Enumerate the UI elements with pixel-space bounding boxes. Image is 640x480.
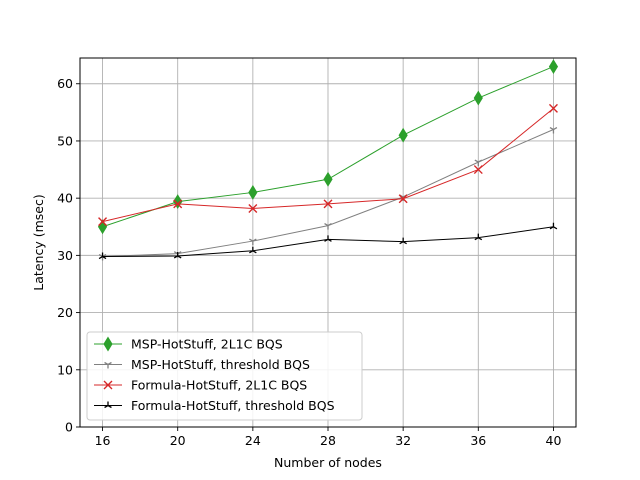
data-point — [398, 127, 408, 143]
data-point — [323, 171, 333, 187]
legend-label: MSP-HotStuff, threshold BQS — [131, 357, 310, 372]
legend-item: Formula-HotStuff, 2L1C BQS — [94, 378, 307, 393]
data-point — [399, 237, 407, 245]
y-tick-label: 30 — [57, 248, 73, 263]
x-axis-label: Number of nodes — [274, 455, 382, 470]
data-point — [474, 233, 483, 241]
y-tick-label: 60 — [57, 76, 73, 91]
series-4 — [98, 222, 558, 260]
data-point — [324, 223, 332, 230]
data-point — [104, 401, 112, 409]
legend-item: MSP-HotStuff, 2L1C BQS — [94, 337, 283, 352]
series-3 — [98, 103, 558, 227]
y-tick-label: 50 — [57, 133, 73, 148]
legend: MSP-HotStuff, 2L1C BQS MSP-HotStuff, thre… — [86, 331, 363, 421]
data-point — [398, 194, 408, 204]
data-point — [248, 203, 258, 213]
data-point — [173, 251, 182, 259]
data-point — [249, 246, 257, 254]
legend-label: MSP-HotStuff, 2L1C BQS — [131, 337, 283, 352]
data-point — [324, 235, 332, 242]
x-tick-label: 20 — [170, 433, 186, 448]
x-tick-label: 24 — [245, 433, 261, 448]
legend-label: Formula-HotStuff, threshold BQS — [131, 398, 335, 413]
x-tick-label: 32 — [395, 433, 411, 448]
data-point — [98, 217, 108, 227]
legend-item: MSP-HotStuff, threshold BQS — [94, 357, 310, 372]
x-tick-label: 40 — [546, 433, 562, 448]
data-point — [249, 238, 257, 246]
y-tick-label: 40 — [57, 191, 73, 206]
series-layer — [97, 59, 559, 261]
data-point — [98, 252, 107, 260]
data-point — [248, 184, 258, 200]
y-tick-label: 10 — [57, 362, 73, 377]
x-tick-label: 16 — [95, 433, 111, 448]
data-point — [549, 126, 558, 134]
x-axis-ticks: 16 20 24 28 32 36 40 — [95, 427, 562, 448]
y-axis-label: Latency (msec) — [31, 194, 46, 290]
data-point — [473, 165, 483, 175]
data-point — [104, 361, 112, 369]
data-point — [474, 159, 483, 167]
y-tick-label: 0 — [65, 420, 73, 435]
data-point — [549, 222, 558, 230]
x-tick-label: 36 — [470, 433, 486, 448]
data-point — [173, 199, 183, 209]
legend-label: Formula-HotStuff, 2L1C BQS — [131, 378, 307, 393]
data-point — [548, 103, 558, 113]
data-point — [103, 336, 113, 352]
legend-item: Formula-HotStuff, threshold BQS — [94, 398, 335, 413]
y-tick-label: 20 — [57, 305, 73, 320]
data-point — [323, 199, 333, 209]
data-point — [103, 380, 113, 390]
x-tick-label: 28 — [320, 433, 336, 448]
y-axis-ticks: 0 10 20 30 40 50 60 — [57, 76, 80, 435]
data-point — [548, 59, 559, 75]
legend-box — [86, 331, 363, 421]
data-point — [473, 90, 483, 106]
